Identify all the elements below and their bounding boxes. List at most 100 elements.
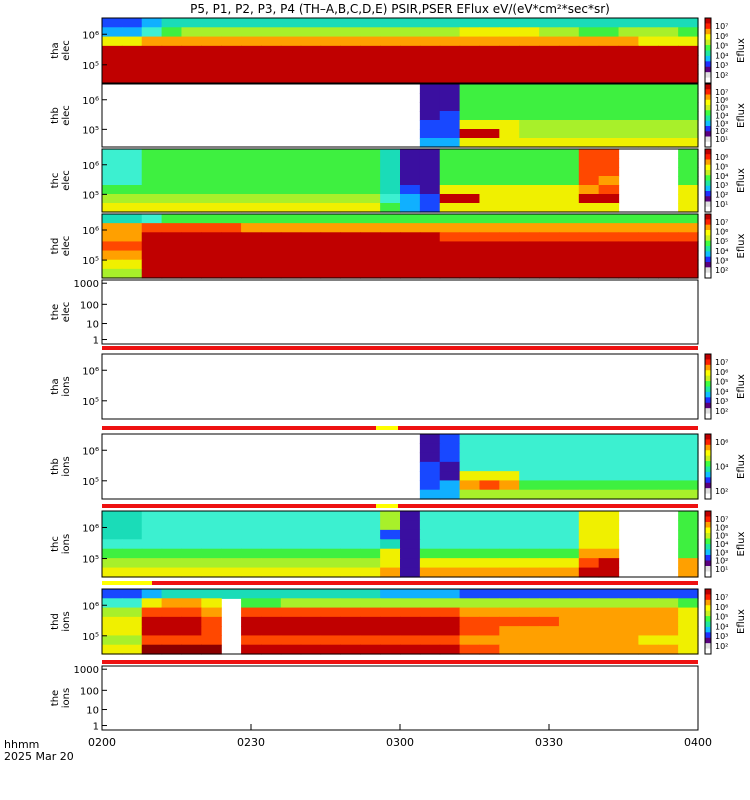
colorbar-tick-label: 10¹ [715, 135, 728, 144]
heatmap-cell [320, 250, 341, 261]
colorbar-tick-label: 10² [715, 642, 728, 651]
y-tick-label: 10 [86, 706, 99, 717]
heatmap-cell [598, 250, 620, 261]
heatmap-cell [439, 232, 461, 243]
heatmap-cell [161, 567, 183, 578]
heatmap-cell [678, 241, 699, 252]
heatmap-cell [519, 644, 540, 655]
heatmap-cell [102, 529, 123, 540]
heatmap-cell [241, 36, 262, 47]
heatmap-cell [241, 259, 262, 270]
heatmap-cell [102, 635, 123, 646]
heatmap-cell [340, 548, 361, 559]
heatmap-cell [400, 589, 421, 599]
heatmap-cell [340, 203, 361, 213]
heatmap-cell [558, 626, 580, 637]
colorbar-segment [705, 402, 711, 409]
heatmap-cell [320, 232, 341, 243]
heatmap-cell [161, 27, 183, 38]
heatmap-cell [578, 64, 600, 75]
y-tick-label: 10⁶ [82, 161, 99, 172]
heatmap-cell [678, 539, 699, 550]
colorbar-tick-label: 10¹ [715, 565, 728, 574]
heatmap-cell [479, 111, 500, 121]
heatmap-cell [121, 203, 143, 213]
heatmap-cell [360, 558, 381, 569]
heatmap-cell [519, 268, 540, 279]
heatmap-cell [439, 268, 461, 279]
colorbar-tick-label: 10⁷ [715, 593, 728, 602]
heatmap-cell [658, 18, 679, 28]
heatmap-cell [360, 167, 381, 177]
heatmap-cell [578, 93, 600, 103]
panel-label-species: elec [61, 302, 72, 323]
heatmap-cell [558, 149, 580, 159]
heatmap-cell [201, 158, 222, 168]
heatmap-cell [360, 589, 381, 599]
heatmap-cell [439, 203, 461, 213]
heatmap-cell [280, 644, 302, 655]
heatmap-cell [678, 176, 699, 186]
heatmap-cell [181, 539, 202, 550]
heatmap-cell [479, 626, 500, 637]
heatmap-cell [479, 214, 500, 224]
heatmap-cell [459, 616, 481, 627]
heatmap-cell [678, 102, 699, 112]
heatmap-cell [141, 635, 163, 646]
heatmap-cell [280, 268, 302, 279]
heatmap-cell [161, 511, 183, 522]
heatmap-cell [558, 93, 580, 103]
heatmap-cell [638, 93, 659, 103]
colorbar-tick-label: 10² [715, 487, 728, 496]
colorbar-tick-label: 10⁶ [715, 228, 728, 237]
heatmap-cell [558, 129, 580, 139]
heatmap-cell [539, 84, 560, 94]
heatmap-cell [201, 214, 222, 224]
panel-frame [101, 148, 699, 213]
heatmap-cell [578, 27, 600, 38]
colorbar-segment [705, 455, 711, 462]
heatmap-cell [578, 120, 600, 130]
heatmap-cell [300, 232, 322, 243]
colorbar-tick-label: 10⁴ [715, 247, 728, 256]
heatmap-cell [419, 194, 441, 204]
heatmap-cell [578, 558, 600, 569]
heatmap-cell [439, 167, 461, 177]
heatmap-cell [459, 111, 481, 121]
heatmap-cell [539, 167, 560, 177]
heatmap-cell [459, 461, 481, 472]
colorbar-frame [704, 83, 712, 148]
heatmap-cell [181, 520, 202, 531]
heatmap-cell [320, 598, 341, 609]
heatmap-cell [360, 626, 381, 637]
heatmap-cell [141, 626, 163, 637]
heatmap-cell [201, 529, 222, 540]
colorbar-tick-label: 10⁴ [715, 112, 728, 121]
status-bar [102, 581, 698, 585]
heatmap-cell [161, 548, 183, 559]
heatmap-cell [459, 268, 481, 279]
heatmap-cell [221, 241, 242, 252]
heatmap-cell [598, 616, 620, 627]
heatmap-cell [161, 644, 183, 655]
heatmap-cell [280, 241, 302, 252]
heatmap-cell [181, 149, 202, 159]
panel-frame [101, 433, 699, 500]
heatmap-cell [380, 607, 401, 618]
heatmap-cell [598, 129, 620, 139]
colorbar-segment [705, 439, 711, 446]
heatmap-cell [121, 520, 143, 531]
heatmap-cell [638, 635, 659, 646]
heatmap-cell [181, 55, 202, 66]
colorbar-segment [705, 224, 711, 231]
heatmap-cell [678, 452, 699, 463]
heatmap-cell [260, 539, 282, 550]
heatmap-cell [598, 45, 620, 56]
y-tick-label: 10⁵ [82, 125, 99, 136]
colorbar-segment [705, 230, 711, 236]
heatmap-cell [260, 18, 282, 28]
panel-label-probe: thd [50, 613, 61, 630]
heatmap-cell [499, 203, 520, 213]
heatmap-cell [499, 616, 520, 627]
heatmap-cell [380, 548, 401, 559]
